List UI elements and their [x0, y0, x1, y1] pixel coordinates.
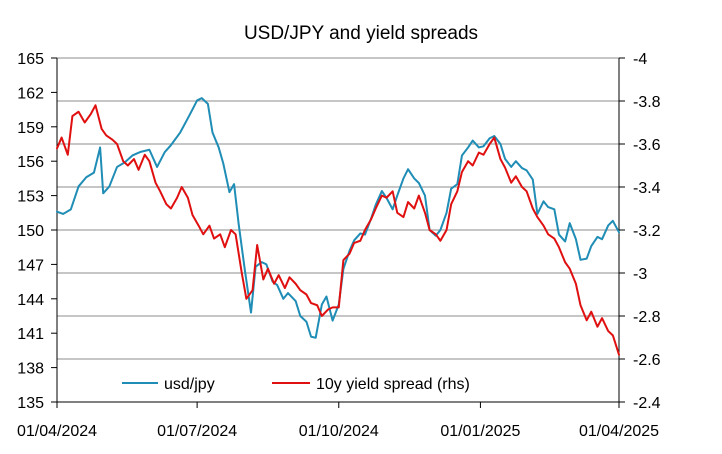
left-tick-label: 165 [17, 51, 44, 68]
x-tick-label: 01/04/2024 [17, 423, 97, 440]
x-tick-label: 01/07/2024 [157, 423, 237, 440]
series-line-yield-spread [56, 104, 620, 356]
x-axis-ticks: 01/04/2024 01/07/2024 01/10/2024 01/01/2025… [17, 402, 659, 440]
left-tick-label: 147 [17, 257, 44, 274]
right-axis-ticks: -2.4 -2.6 -2.8 -3 -3.2 -3.4 -3.6 -3.8 -4 [619, 51, 661, 412]
left-tick-label: 162 [17, 85, 44, 102]
left-tick-label: 135 [17, 395, 44, 412]
right-tick-label: -3 [633, 266, 647, 283]
chart-title: USD/JPY and yield spreads [244, 23, 478, 44]
right-tick-label: -2.8 [633, 309, 661, 326]
series-lines [56, 97, 620, 356]
legend: usd/jpy 10y yield spread (rhs) [122, 376, 470, 393]
left-tick-label: 150 [17, 223, 44, 240]
right-tick-label: -2.4 [633, 395, 661, 412]
legend-label: 10y yield spread (rhs) [316, 376, 470, 393]
left-axis-ticks: 135 138 141 144 147 150 153 156 159 162 165 [17, 51, 57, 412]
left-tick-label: 138 [17, 361, 44, 378]
right-tick-label: -4 [633, 51, 647, 68]
left-tick-label: 144 [17, 292, 44, 309]
x-tick-label: 01/10/2024 [299, 423, 379, 440]
right-tick-label: -3.2 [633, 223, 661, 240]
x-tick-label: 01/01/2025 [440, 423, 520, 440]
gridlines [57, 57, 619, 360]
x-tick-label: 01/04/2025 [579, 423, 659, 440]
left-tick-label: 156 [17, 154, 44, 171]
left-tick-label: 141 [17, 326, 44, 343]
left-tick-label: 153 [17, 189, 44, 206]
right-tick-label: -3.8 [633, 94, 661, 111]
right-tick-label: -3.6 [633, 137, 661, 154]
legend-label: usd/jpy [164, 376, 215, 393]
left-tick-label: 159 [17, 120, 44, 137]
right-tick-label: -3.4 [633, 180, 661, 197]
right-tick-label: -2.6 [633, 352, 661, 369]
series-line-usd-jpy [56, 97, 620, 339]
